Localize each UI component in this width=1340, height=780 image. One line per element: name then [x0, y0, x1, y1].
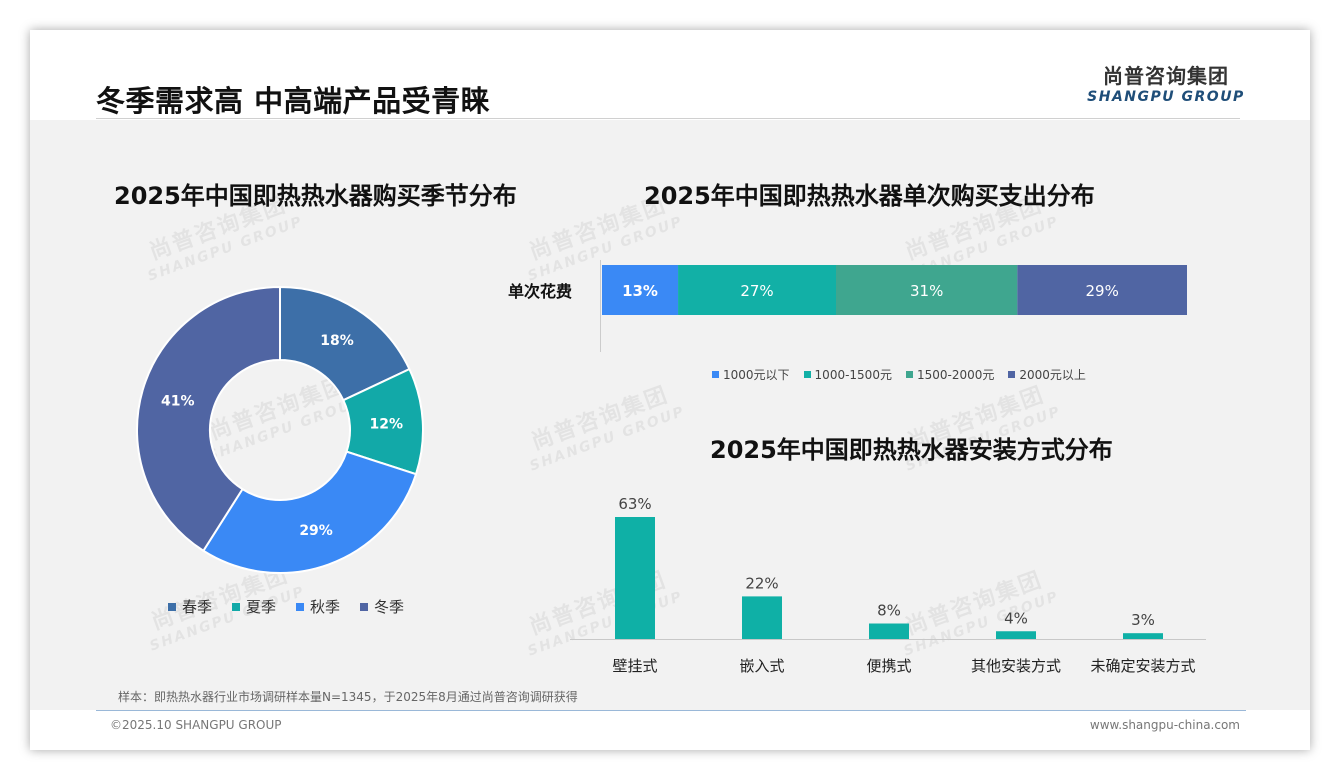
x-tick-label: 未确定安装方式 — [1090, 657, 1195, 675]
page-title: 冬季需求高 中高端产品受青睐 — [96, 84, 491, 118]
stacked-legend: 1000元以下 1000-1500元 1500-2000元 2000元以上 — [712, 366, 1100, 383]
header: 冬季需求高 中高端产品受青睐 尚普咨询集团 SHANGPU GROUP — [30, 30, 1310, 120]
legend-item-3: 冬季 — [360, 596, 404, 617]
donut-chart: 18% 12% 29% 41% — [136, 285, 424, 574]
legend-label: 秋季 — [310, 598, 341, 616]
legend-label: 1000-1500元 — [814, 368, 892, 382]
donut-chart-title: 2025年中国即热热水器购买季节分布 — [114, 182, 517, 210]
footnote: 样本：即热热水器行业市场调研样本量N=1345，于2025年8月通过尚普咨询调研… — [118, 690, 578, 704]
legend-item-1: 夏季 — [232, 596, 276, 617]
legend-item-0: 春季 — [168, 596, 212, 617]
legend-swatch — [232, 602, 241, 611]
legend-label: 1500-2000元 — [916, 368, 995, 382]
logo-text-cn: 尚普咨询集团 — [1103, 64, 1229, 88]
stacked-segment-0 — [602, 265, 679, 315]
legend-swatch — [803, 371, 811, 378]
stacked-data-label: 27% — [740, 282, 773, 300]
bar-1 — [742, 596, 782, 639]
legend-label: 1000元以下 — [723, 368, 790, 382]
bar-0 — [615, 517, 655, 639]
x-tick-label: 嵌入式 — [739, 657, 784, 675]
legend-label: 春季 — [182, 598, 213, 616]
install-bar-chart: 63% 壁挂式 22% 嵌入式 8% 便携式 4% 其他安装方式 3% 未确定安装方式 — [570, 495, 1206, 675]
stacked-data-label: 31% — [910, 282, 943, 300]
stacked-bar-chart: 13% 27% 31% 29% — [600, 260, 1187, 352]
stacked-category-label: 单次花费 — [508, 282, 573, 301]
install-chart-title: 2025年中国即热热水器安装方式分布 — [710, 436, 1113, 464]
legend-label: 夏季 — [246, 598, 277, 616]
legend-swatch — [905, 371, 913, 378]
bar-2 — [869, 623, 909, 639]
x-tick-label: 其他安装方式 — [971, 657, 1061, 675]
donut-slice-春季 — [279, 285, 411, 402]
bar-value-label: 22% — [745, 574, 778, 592]
legend-label: 2000元以上 — [1019, 368, 1086, 382]
legend-item-2: 1500-2000元 — [905, 366, 995, 383]
donut-legend: 春季 夏季 秋季 冬季 — [168, 596, 424, 617]
legend-swatch — [168, 602, 176, 611]
footer: ©2025.10 SHANGPU GROUP www.shangpu-china… — [30, 710, 1310, 750]
bar-value-label: 4% — [1004, 609, 1028, 627]
donut-data-label: 18% — [320, 333, 354, 349]
watermark: 尚普咨询集团 SHANGPU GROUP — [527, 382, 688, 475]
stacked-segment-1 — [678, 265, 836, 315]
stacked-data-label: 13% — [622, 282, 658, 300]
copyright: ©2025.10 SHANGPU GROUP — [110, 718, 282, 732]
stacked-segment-3 — [1017, 265, 1187, 315]
legend-swatch — [296, 602, 305, 611]
x-tick-label: 壁挂式 — [612, 657, 657, 675]
logo-text-en: SHANGPU GROUP — [1087, 89, 1245, 105]
company-logo: 尚普咨询集团 SHANGPU GROUP — [1086, 64, 1246, 106]
stacked-data-label: 29% — [1086, 282, 1119, 300]
bar-value-label: 8% — [877, 602, 901, 620]
legend-item-3: 2000元以上 — [1008, 366, 1086, 383]
bar-value-label: 63% — [618, 495, 651, 513]
bar-value-label: 3% — [1131, 611, 1155, 629]
footer-divider — [96, 710, 1246, 711]
bar-3 — [996, 631, 1036, 639]
legend-item-2: 秋季 — [296, 596, 340, 617]
legend-swatch — [712, 371, 719, 378]
donut-data-label: 12% — [370, 416, 404, 432]
header-divider — [96, 118, 1240, 119]
donut-slice-秋季 — [201, 450, 418, 574]
stacked-chart-title: 2025年中国即热热水器单次购买支出分布 — [644, 182, 1095, 210]
legend-item-1: 1000-1500元 — [803, 366, 892, 383]
bar-4 — [1123, 633, 1163, 639]
slide: 冬季需求高 中高端产品受青睐 尚普咨询集团 SHANGPU GROUP 尚普咨询… — [30, 30, 1310, 750]
donut-data-label: 29% — [299, 523, 333, 539]
legend-swatch — [360, 602, 369, 611]
legend-label: 冬季 — [374, 598, 405, 616]
stacked-segment-2 — [836, 265, 1018, 315]
donut-data-label: 41% — [161, 393, 195, 409]
donut-slice-冬季 — [136, 285, 281, 553]
website-link[interactable]: www.shangpu-china.com — [1089, 718, 1240, 732]
x-tick-label: 便携式 — [866, 657, 911, 675]
legend-swatch — [1008, 371, 1016, 378]
legend-item-0: 1000元以下 — [712, 366, 790, 383]
